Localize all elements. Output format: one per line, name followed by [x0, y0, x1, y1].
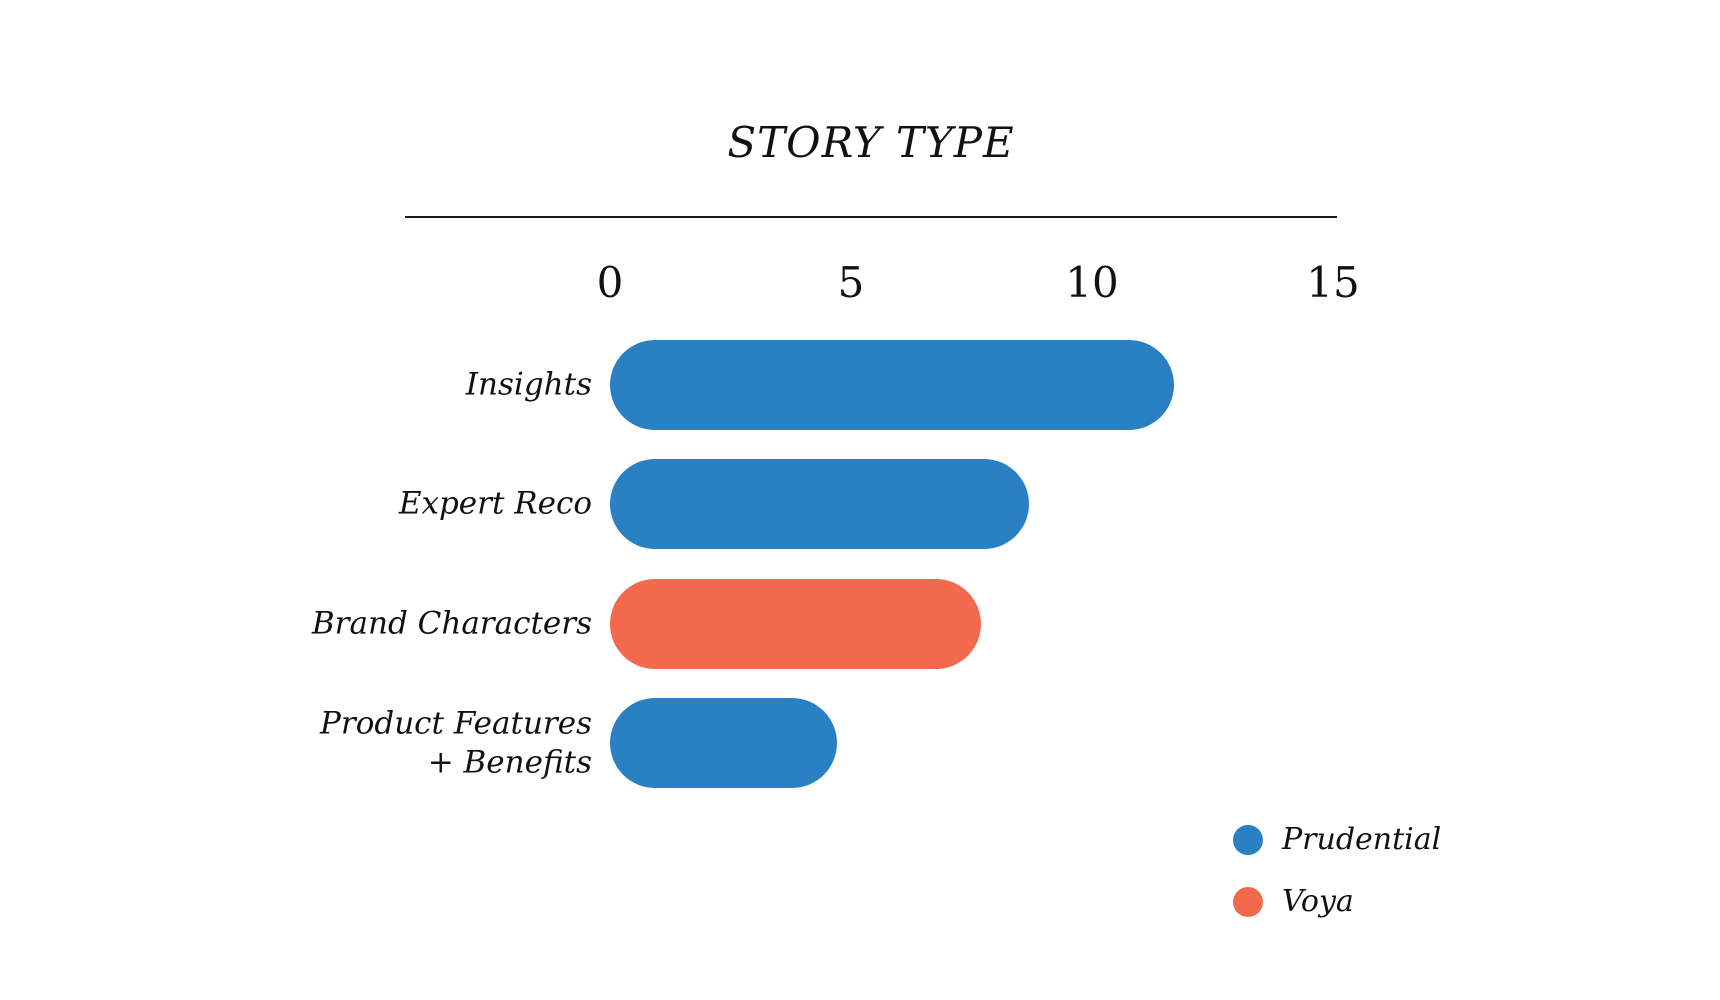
x-tick-label: 10	[1065, 258, 1119, 307]
bar	[610, 578, 982, 669]
category-label: Insights	[465, 366, 592, 403]
x-tick-label: 5	[837, 258, 865, 307]
bar-row: Expert Reco	[0, 459, 1720, 550]
bar-row: Brand Characters	[0, 578, 1720, 669]
bar	[610, 340, 1174, 430]
bar	[610, 698, 837, 789]
bar-row: Insights	[0, 340, 1720, 430]
legend: Prudential Voya	[1233, 822, 1441, 919]
x-tick-label: 15	[1306, 258, 1360, 307]
legend-entry: Prudential	[1233, 822, 1441, 857]
legend-label: Prudential	[1282, 822, 1442, 857]
legend-color-dot-icon	[1233, 886, 1263, 917]
bar	[610, 459, 1030, 550]
legend-entry: Voya	[1233, 884, 1441, 919]
category-label: Product Features + Benefits	[320, 705, 592, 781]
legend-label: Voya	[1282, 884, 1354, 919]
x-tick-label: 0	[596, 258, 624, 307]
category-label: Brand Characters	[311, 605, 592, 642]
legend-color-dot-icon	[1233, 824, 1263, 855]
title-underline-rule	[405, 216, 1337, 218]
chart-title: STORY TYPE	[727, 118, 1015, 167]
category-label: Expert Reco	[398, 486, 592, 523]
bar-row: Product Features + Benefits	[0, 698, 1720, 789]
